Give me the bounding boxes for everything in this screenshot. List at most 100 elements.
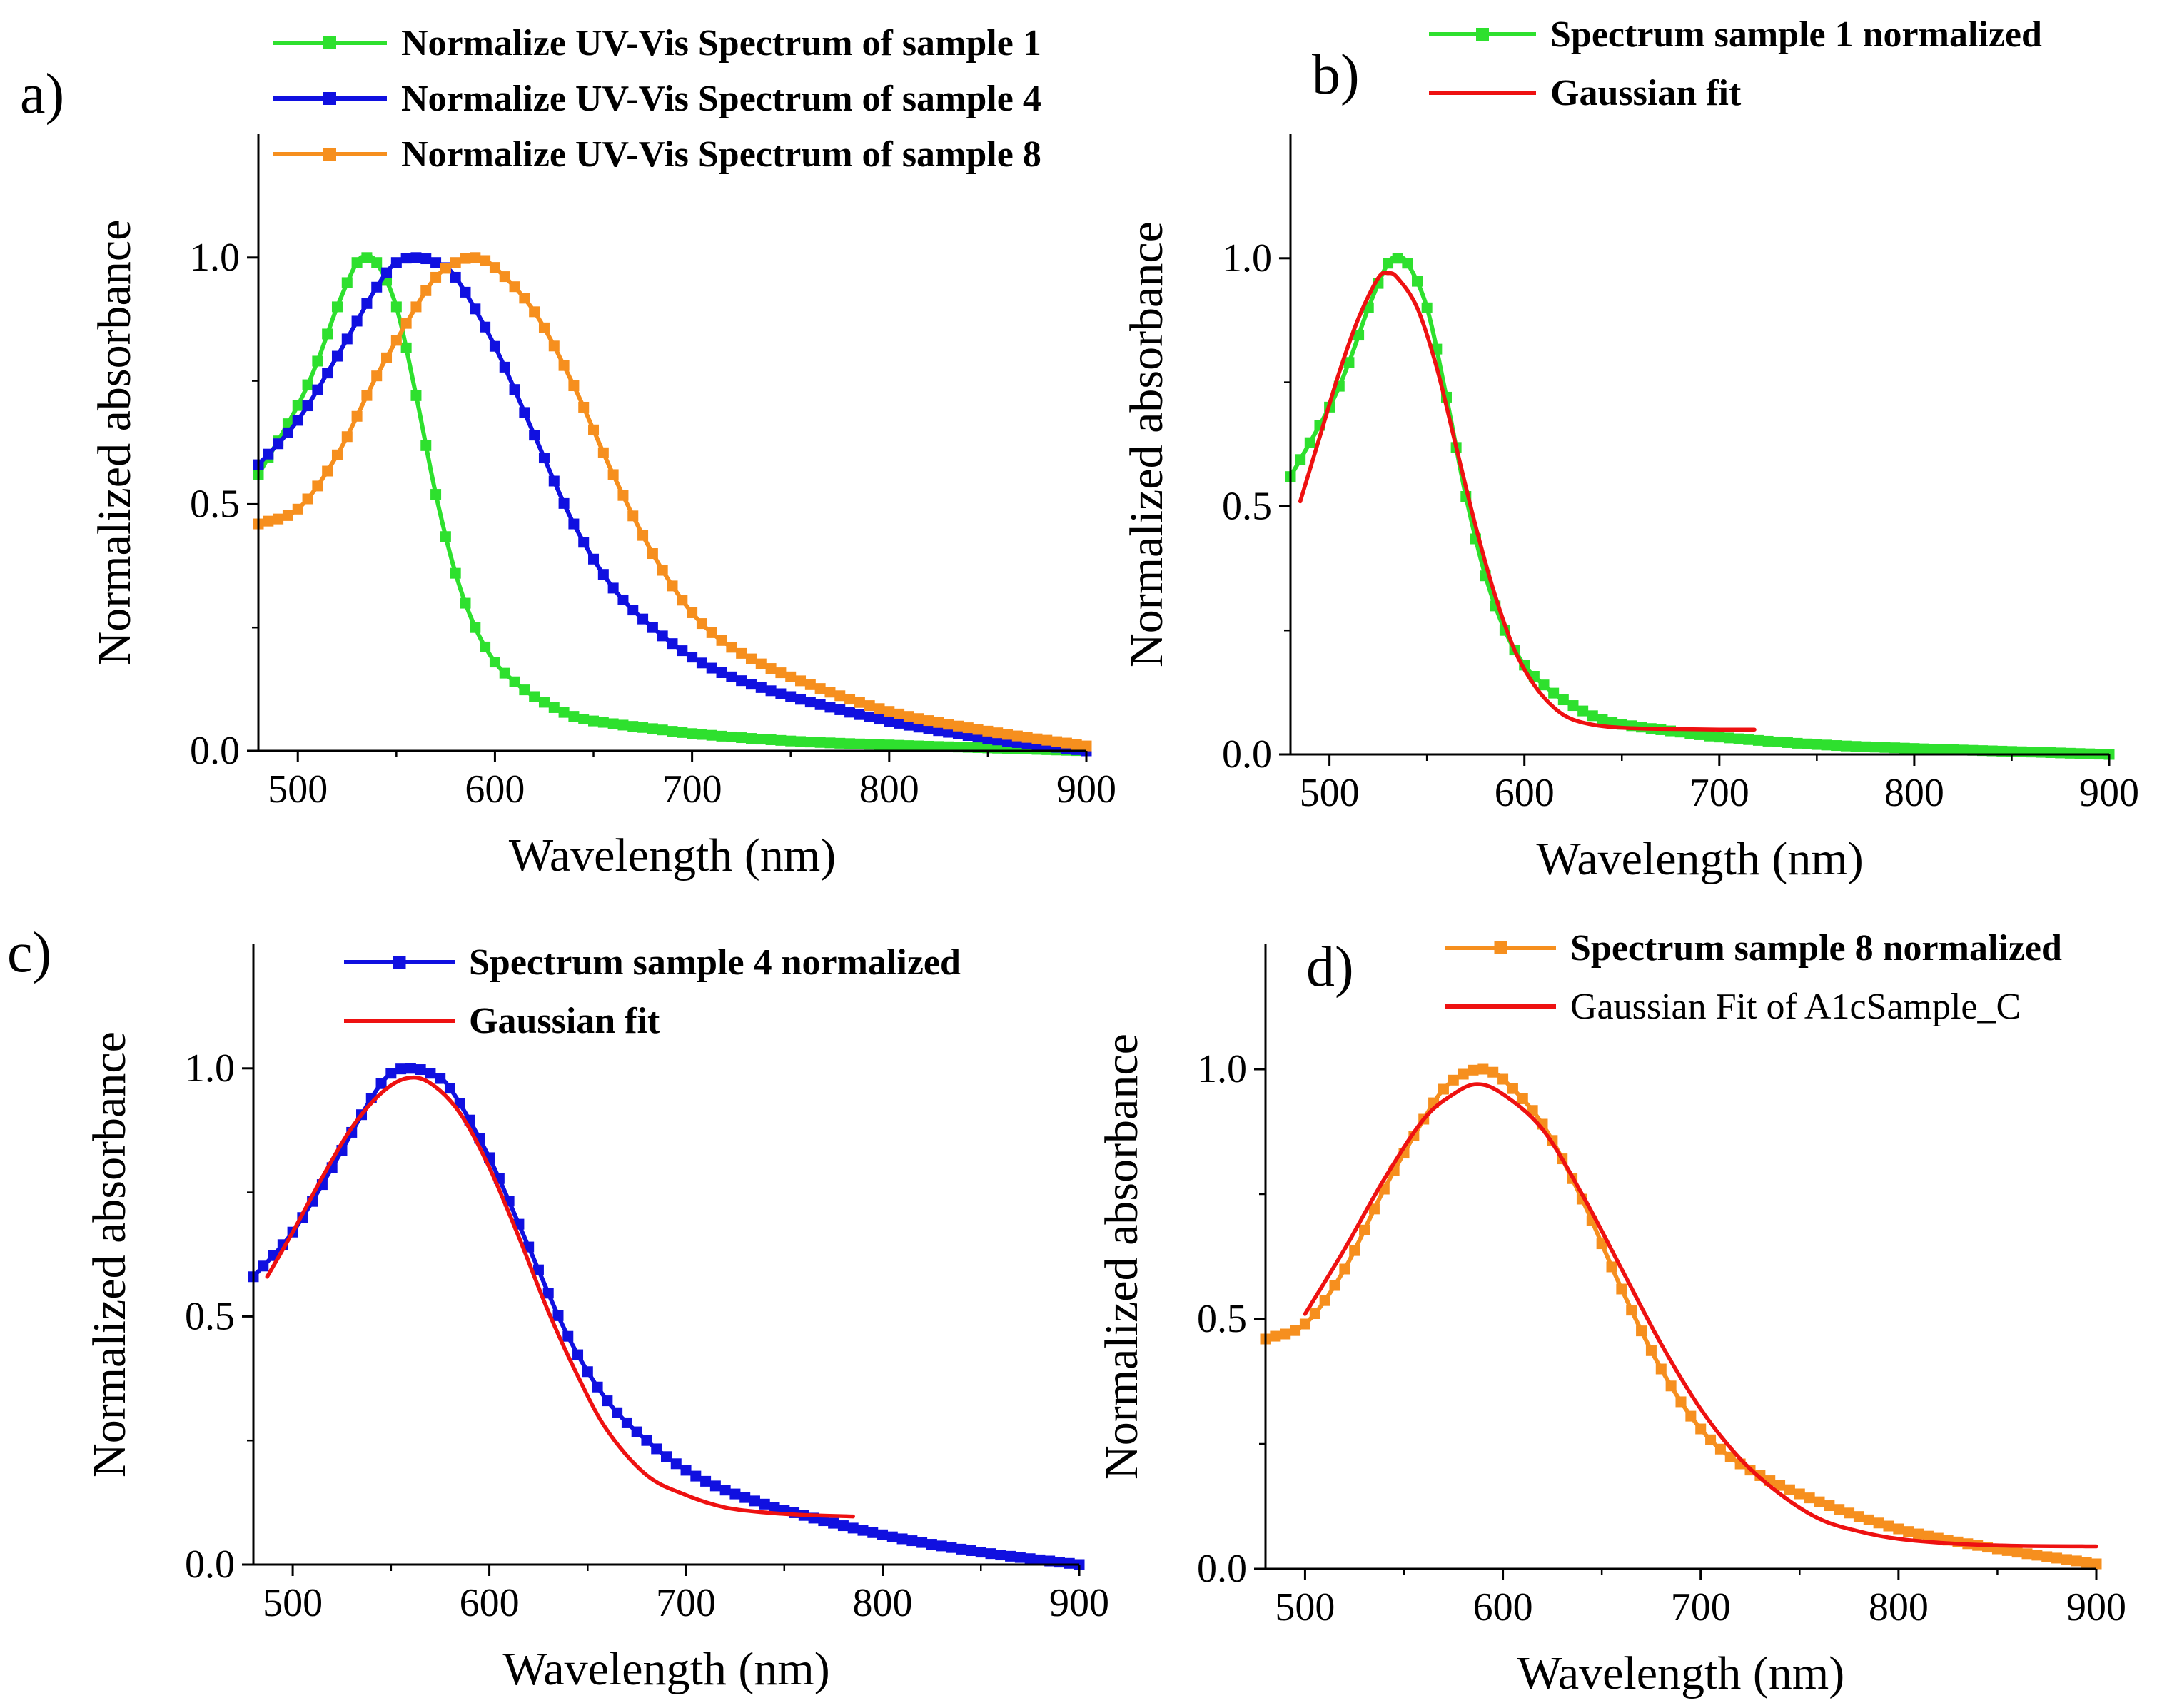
data-point [844,707,856,718]
data-point [795,736,807,747]
data-point [755,734,767,745]
data-point [597,717,609,728]
data-point [1270,1330,1281,1342]
data-point [1733,733,1744,744]
data-point [775,667,787,679]
data-point [480,321,491,333]
data-point [529,430,540,441]
fit-line [265,1075,855,1519]
data-point [548,475,560,487]
axes: 500 600 700 800 900 0.0 0.5 1.0 [185,944,1109,1625]
data-point [538,697,550,708]
data-point [548,702,560,713]
data-point [282,427,293,438]
data-point [405,1063,416,1074]
y-tick-label: 1.0 [190,236,240,280]
data-point [2051,1552,2063,1564]
data-point [499,271,510,283]
data-point [1438,1083,1449,1095]
data-point [400,342,412,353]
data-point [1695,1423,1707,1435]
y-tick-label: 0.5 [185,1294,235,1338]
series-line [251,1066,1081,1567]
data-point [607,718,619,729]
data-point [2055,747,2066,759]
data-point [903,711,914,722]
data-point [322,368,333,379]
y-axis-title: Normalized absorbance [89,220,141,666]
x-axis-title: Wavelength (nm) [509,829,836,881]
data-point [637,613,649,625]
y-tick-label: 0.5 [190,482,240,526]
data-point [302,400,313,412]
data-point [1021,732,1033,743]
data-point [361,390,373,401]
data-point [818,1515,829,1527]
x-tick-label: 500 [268,767,328,812]
data-point [1802,738,1813,749]
data-point [857,1525,869,1536]
data-point [1913,1528,1924,1540]
data-point [2035,747,2046,758]
data-point [1402,258,1413,269]
data-point [814,699,826,710]
data-point [824,737,836,749]
data-point [390,301,402,313]
x-tick-label: 500 [1275,1585,1335,1629]
data-point [1824,1500,1835,1512]
data-point [667,638,678,650]
data-point [785,671,797,682]
data-point [884,739,895,751]
data-point [726,731,737,742]
data-point [1782,737,1793,748]
data-point [886,1531,898,1542]
data-point [2041,1551,2053,1562]
legend-swatch-marker [323,36,336,49]
panel-a: a) 500 600 700 800 900 0.0 0.5 1.0 Wavelength (nm… [20,23,1116,881]
data-point [375,1078,387,1089]
data-point [410,301,422,313]
data-point [460,286,471,298]
data-point [647,548,658,560]
data-point [943,727,954,738]
data-point [430,271,442,283]
data-point [1705,1434,1717,1445]
legend: Spectrum sample 8 normalized Gaussian Fit… [1445,928,2062,1027]
y-axis-title: Normalized absorbance [1121,221,1173,667]
data-point [1889,742,1901,754]
data-point [582,1366,593,1378]
data-point [588,715,600,727]
data-point [1714,732,1725,743]
data-point [804,697,816,708]
data-point [1840,740,1852,752]
data-point [1041,734,1053,746]
data-point [844,738,856,749]
legend-label: Normalize UV-Vis Spectrum of sample 8 [401,134,1041,175]
data-point [677,595,688,606]
data-point [395,1063,407,1075]
series-c-1 [265,1075,855,1519]
data-point [2021,1548,2033,1560]
data-point [1517,1093,1528,1104]
y-tick-label: 1.0 [1197,1047,1247,1091]
data-point [696,657,707,669]
data-point [2031,1550,2043,1561]
data-point [351,315,363,327]
data-point [400,253,412,264]
data-point [1359,1224,1370,1235]
data-point [943,719,954,730]
data-point [726,642,737,653]
data-point [647,723,658,734]
x-tick-label: 500 [1300,771,1360,815]
data-point [834,690,846,702]
data-point [906,1535,918,1547]
data-point [440,531,451,542]
data-point [661,1451,672,1462]
data-point [430,257,442,268]
data-point [1784,1484,1795,1495]
data-point [499,667,510,679]
data-point [627,510,639,522]
data-point [1290,1325,1301,1336]
data-point [736,732,747,744]
data-point [1665,1380,1677,1392]
